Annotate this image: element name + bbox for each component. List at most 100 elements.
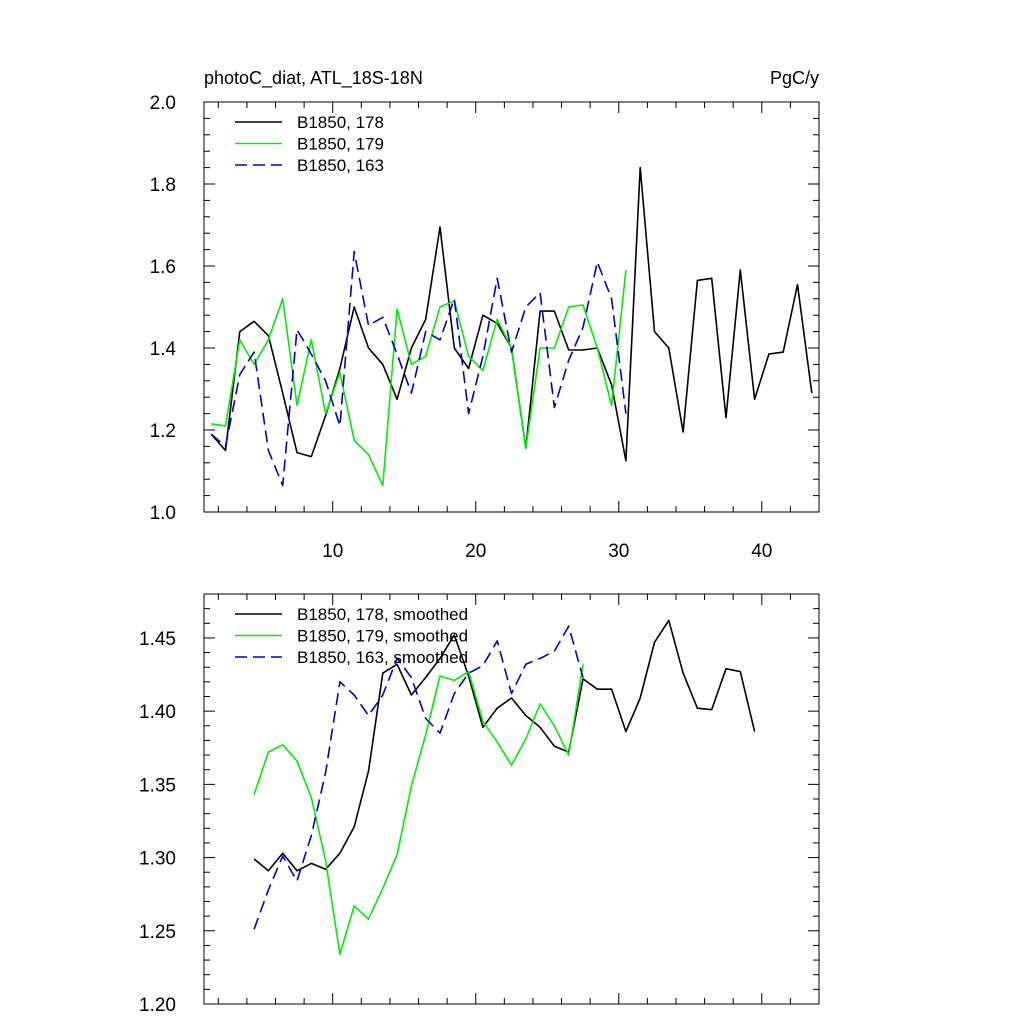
data-point (682, 672, 684, 674)
data-point (768, 353, 770, 355)
data-point (296, 452, 298, 454)
data-point (739, 671, 741, 673)
data-point (511, 693, 513, 695)
data-point (582, 349, 584, 351)
series-line-1 (211, 270, 627, 487)
data-point (482, 665, 484, 667)
data-point (439, 339, 441, 341)
legend-label: B1850, 163 (297, 156, 384, 175)
data-point (382, 887, 384, 889)
data-point (654, 641, 656, 643)
top-title-right: PgC/y (770, 68, 819, 88)
data-point (425, 355, 427, 357)
data-point (253, 928, 255, 930)
data-point (553, 310, 555, 312)
data-point (410, 677, 412, 679)
data-point (539, 292, 541, 294)
series-line-2 (253, 625, 584, 930)
data-point (310, 862, 312, 864)
data-point (353, 905, 355, 907)
data-point (225, 450, 227, 452)
data-point (296, 760, 298, 762)
data-point (553, 407, 555, 409)
data-point (682, 431, 684, 433)
data-point (482, 355, 484, 357)
data-point (525, 447, 527, 449)
data-point (525, 306, 527, 308)
data-point (482, 370, 484, 372)
series-line-0 (253, 619, 756, 872)
data-point (282, 298, 284, 300)
y-tick-label: 1.2 (150, 421, 176, 442)
data-point (310, 835, 312, 837)
data-point (725, 417, 727, 419)
data-point (482, 314, 484, 316)
data-point (539, 310, 541, 312)
data-point (353, 439, 355, 441)
data-point (711, 277, 713, 279)
data-point (368, 918, 370, 920)
data-point (296, 870, 298, 872)
data-point (410, 694, 412, 696)
data-point (553, 725, 555, 727)
data-point (611, 404, 613, 406)
data-point (368, 454, 370, 456)
data-point (225, 445, 227, 447)
data-point (339, 852, 341, 854)
data-point (811, 392, 813, 394)
data-point (511, 351, 513, 353)
data-point (539, 703, 541, 705)
data-point (639, 697, 641, 699)
series-line-2 (210, 250, 627, 487)
data-point (582, 677, 584, 679)
data-point (282, 852, 284, 854)
legend-label: B1850, 178 (297, 113, 384, 132)
data-point (525, 738, 527, 740)
data-point (725, 668, 727, 670)
data-point (210, 423, 212, 425)
data-point (625, 731, 627, 733)
bottom-panel: 1.20 1.25 1.30 1.35 1.40 1.45 B1850, 178, smo… (139, 593, 820, 1016)
legend-label: B1850, 179 (297, 135, 384, 154)
data-point (711, 709, 713, 711)
data-point (439, 675, 441, 677)
data-point (539, 347, 541, 349)
data-point (396, 308, 398, 310)
data-point (596, 347, 598, 349)
series-line-0 (210, 166, 813, 462)
data-point (410, 363, 412, 365)
data-point (353, 306, 355, 308)
data-point (582, 663, 584, 665)
data-point (368, 324, 370, 326)
data-point (410, 392, 412, 394)
data-point (511, 764, 513, 766)
y-tick-label: 1.30 (139, 849, 176, 870)
plot-frame (203, 101, 820, 513)
data-point (568, 306, 570, 308)
data-point (396, 353, 398, 355)
x-tick-label: 20 (465, 541, 486, 562)
top-panel: photoC_diat, ATL_18S-18N PgC/y 10 20 30 401… (150, 68, 820, 562)
top-legend: B1850, 178 B1850, 179 B1850, 163 (235, 113, 384, 175)
data-point (253, 320, 255, 322)
y-tick-label: 1.35 (139, 775, 176, 796)
data-point (553, 347, 555, 349)
y-tick-label: 2.0 (150, 93, 176, 114)
y-tick-label: 1.20 (139, 995, 176, 1016)
data-point (568, 754, 570, 756)
data-point (339, 425, 341, 427)
data-point (553, 745, 555, 747)
data-point (253, 351, 255, 353)
data-point (267, 450, 269, 452)
data-point (511, 697, 513, 699)
data-point (267, 339, 269, 341)
x-tick-label: 10 (322, 541, 343, 562)
data-point (282, 744, 284, 746)
x-tick-label: 40 (751, 541, 772, 562)
data-point (253, 363, 255, 365)
top-series-group (210, 166, 813, 487)
data-point (282, 392, 284, 394)
data-point (339, 368, 341, 370)
data-point (696, 279, 698, 281)
